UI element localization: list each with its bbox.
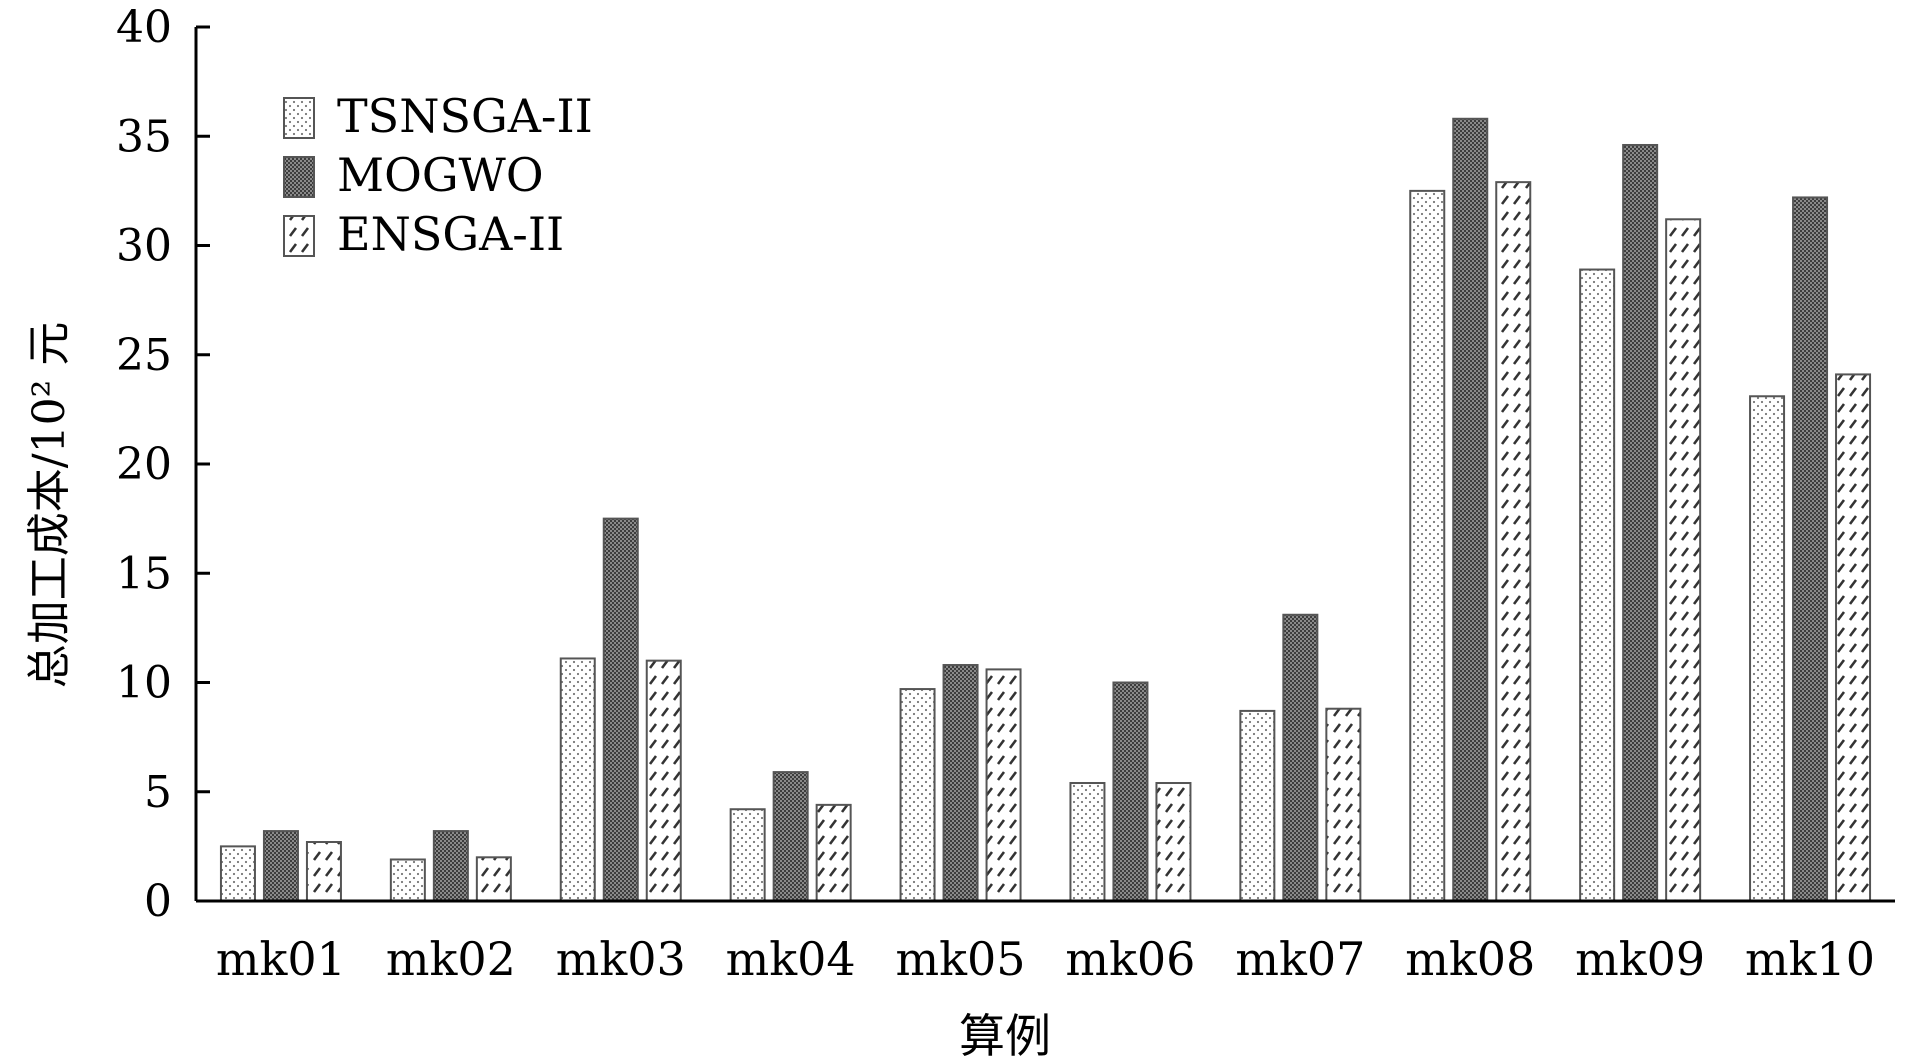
bar-mk04-TSNSGA-II [729, 808, 766, 902]
x-axis-label: 算例 [959, 1009, 1051, 1063]
bar-mk03-ENSGA-II [645, 659, 682, 903]
y-tick-label: 0 [144, 876, 172, 927]
legend-label: TSNSGA-II [337, 89, 593, 143]
y-tick-label: 25 [116, 330, 172, 381]
x-tick-label: mk01 [216, 932, 346, 986]
bar-mk09-ENSGA-II [1665, 218, 1702, 902]
x-tick-label: mk05 [896, 932, 1026, 986]
x-tick-label: mk08 [1405, 932, 1535, 986]
bar-mk06-ENSGA-II [1155, 782, 1192, 903]
bar-mk02-TSNSGA-II [389, 858, 426, 902]
x-ticks: mk01 mk02 mk03 mk04 mk05 mk06 mk07 mk08 mk09 mk10 [216, 932, 1875, 986]
legend-swatch-MOGWO [283, 156, 315, 198]
bar-mk08-TSNSGA-II [1409, 189, 1446, 902]
y-tick-label: 5 [144, 767, 172, 818]
bar-mk04-ENSGA-II [815, 803, 852, 902]
y-ticks: 0 5 10 15 20 25 30 35 40 [116, 2, 210, 927]
y-tick-label: 40 [116, 2, 172, 53]
y-tick-label: 20 [116, 439, 172, 490]
bar-mk01-MOGWO [262, 830, 299, 903]
bar-mk10-ENSGA-II [1835, 373, 1872, 903]
bar-mk04-MOGWO [772, 771, 809, 903]
y-axis-label: 总加工成本/10² 元 [24, 322, 75, 688]
bar-mk03-MOGWO [602, 517, 639, 902]
legend-swatch-TSNSGA-II [283, 97, 315, 139]
y-tick-label: 15 [116, 548, 172, 599]
bar-mk05-ENSGA-II [985, 668, 1022, 903]
bar-mk02-MOGWO [432, 830, 469, 903]
x-tick-label: mk07 [1235, 932, 1365, 986]
bar-mk09-TSNSGA-II [1579, 268, 1616, 903]
legend-label: ENSGA-II [337, 207, 564, 261]
bar-mk05-MOGWO [942, 664, 979, 903]
x-tick-label: mk03 [556, 932, 686, 986]
x-tick-label: mk09 [1575, 932, 1705, 986]
bar-mk06-TSNSGA-II [1069, 782, 1106, 903]
bar-mk06-MOGWO [1112, 681, 1149, 902]
bar-mk01-ENSGA-II [305, 841, 342, 903]
x-tick-label: mk04 [726, 932, 856, 986]
bar-mk01-TSNSGA-II [219, 845, 256, 902]
legend-swatch-ENSGA-II [283, 215, 315, 257]
x-tick-label: mk02 [386, 932, 516, 986]
bar-mk03-TSNSGA-II [559, 657, 596, 903]
bar-mk10-TSNSGA-II [1749, 395, 1786, 902]
y-tick-label: 30 [116, 221, 172, 272]
bars-layer [219, 117, 1872, 903]
bar-mk09-MOGWO [1622, 143, 1659, 903]
bar-mk07-TSNSGA-II [1239, 709, 1276, 903]
y-tick-label: 10 [116, 658, 172, 709]
bar-mk08-ENSGA-II [1495, 181, 1532, 902]
y-tick-label: 35 [116, 111, 172, 162]
bar-mk07-MOGWO [1282, 613, 1319, 902]
x-tick-label: mk06 [1065, 932, 1195, 986]
bar-mk10-MOGWO [1792, 196, 1829, 902]
bar-mk08-MOGWO [1452, 117, 1489, 902]
bar-mk02-ENSGA-II [475, 856, 512, 902]
bar-mk07-ENSGA-II [1325, 707, 1362, 902]
legend-label: MOGWO [337, 148, 544, 202]
x-tick-label: mk10 [1745, 932, 1875, 986]
bar-mk05-TSNSGA-II [899, 688, 936, 902]
